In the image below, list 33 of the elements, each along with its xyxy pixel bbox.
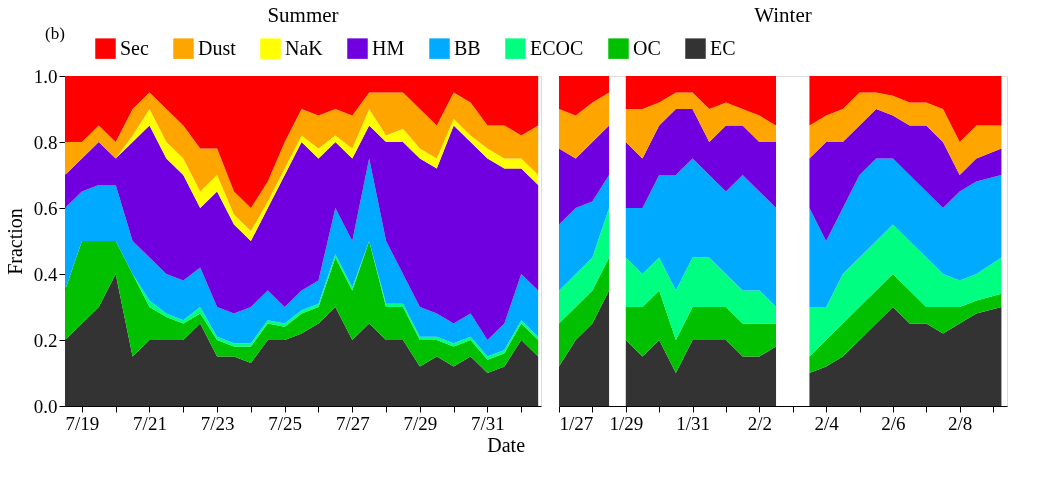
x-axis-title: Date xyxy=(487,433,526,456)
x-tick-label: 7/29 xyxy=(403,412,438,434)
y-tick-label: 0.8 xyxy=(33,131,58,153)
x-tick-label: 2/2 xyxy=(747,412,772,434)
x-tick-label: 7/21 xyxy=(133,412,167,434)
x-tick-label: 2/6 xyxy=(881,412,906,434)
legend-label: NaK xyxy=(285,36,324,59)
chart-title: Summer xyxy=(267,3,339,27)
y-tick-label: 1.0 xyxy=(33,65,58,87)
y-axis-title: Fraction xyxy=(3,208,26,275)
x-tick-label: 1/29 xyxy=(609,412,644,434)
y-tick-label: 0.4 xyxy=(33,263,58,285)
legend-label: Sec xyxy=(120,36,149,59)
legend-label: EC xyxy=(710,36,736,59)
legend-label: BB xyxy=(454,36,481,59)
x-tick-label: 1/31 xyxy=(676,412,710,434)
legend-label: OC xyxy=(633,36,661,59)
x-tick-label: 2/4 xyxy=(814,412,840,434)
x-tick-label: 7/25 xyxy=(268,412,303,434)
x-tick-label: 1/27 xyxy=(559,412,594,434)
x-tick-label: 7/31 xyxy=(471,412,505,434)
y-tick-label: 0.0 xyxy=(33,395,58,417)
x-tick-label: 2/8 xyxy=(948,412,973,434)
legend-label: Dust xyxy=(198,36,237,59)
legend-label: ECOC xyxy=(530,36,584,59)
y-tick-label: 0.6 xyxy=(33,197,58,219)
x-tick-label: 7/27 xyxy=(335,412,370,434)
text: (b) xyxy=(45,24,65,43)
x-tick-label: 7/23 xyxy=(200,412,235,434)
chart-title: Winter xyxy=(754,3,812,27)
x-tick-label: 7/19 xyxy=(65,412,100,434)
y-tick-label: 0.2 xyxy=(33,329,58,351)
legend-label: HM xyxy=(372,36,405,59)
